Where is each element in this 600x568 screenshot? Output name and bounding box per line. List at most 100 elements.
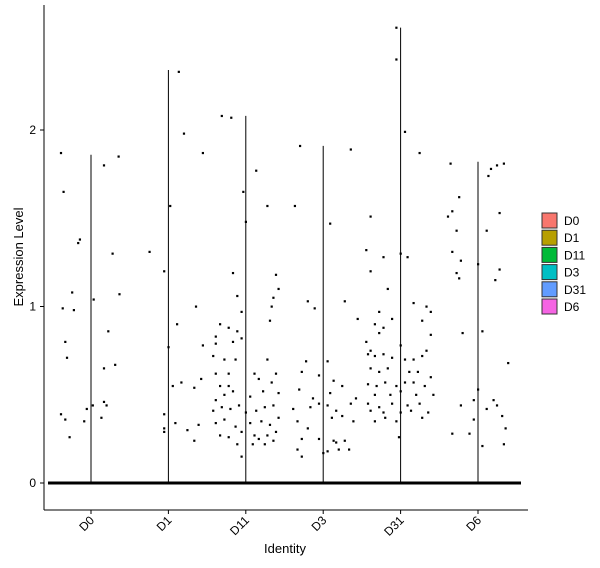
violin-D31 xyxy=(357,26,444,485)
point-D3-13 xyxy=(341,384,344,388)
point-D3-1 xyxy=(349,148,352,151)
point-D1-7 xyxy=(176,323,179,326)
point-D11-52 xyxy=(268,423,272,426)
point-D11-46 xyxy=(272,404,275,407)
point-D31-50 xyxy=(366,402,370,405)
point-D11-36 xyxy=(249,395,252,398)
zero-band-D6 xyxy=(435,481,521,485)
point-D31-29 xyxy=(403,358,407,361)
point-D11-11 xyxy=(272,296,275,299)
point-D6-18 xyxy=(461,331,464,335)
point-D0-20 xyxy=(85,407,88,411)
point-D11-48 xyxy=(223,418,226,421)
point-D1-13 xyxy=(200,377,203,381)
point-D11-22 xyxy=(223,358,226,361)
point-D11-49 xyxy=(234,425,237,428)
point-D1-0 xyxy=(177,70,180,73)
point-D11-63 xyxy=(240,455,243,458)
point-D3-27 xyxy=(341,414,344,418)
point-D0-11 xyxy=(72,309,75,312)
point-D11-16 xyxy=(227,326,230,329)
point-D1-14 xyxy=(163,413,166,416)
point-D3-34 xyxy=(332,439,335,442)
point-D31-30 xyxy=(412,358,415,361)
point-D3-30 xyxy=(317,437,321,441)
point-D31-1 xyxy=(395,58,398,61)
legend-label-D6: D6 xyxy=(564,300,580,314)
point-D1-4 xyxy=(148,250,151,253)
point-D31-9 xyxy=(369,270,372,273)
point-D3-23 xyxy=(317,402,321,405)
zero-band-D0 xyxy=(48,481,134,485)
point-D1-5 xyxy=(163,270,166,273)
point-D6-14 xyxy=(455,271,458,275)
point-D3-2 xyxy=(293,204,297,208)
point-D0-0 xyxy=(59,151,63,155)
point-D31-25 xyxy=(366,353,370,356)
point-D31-56 xyxy=(382,411,385,414)
point-D3-36 xyxy=(300,455,303,458)
point-D6-26 xyxy=(459,404,462,407)
violin-D1 xyxy=(125,69,212,485)
point-D31-5 xyxy=(365,249,368,252)
point-D31-28 xyxy=(391,356,394,359)
point-D11-31 xyxy=(257,377,260,381)
point-D1-3 xyxy=(169,204,172,208)
point-D6-16 xyxy=(458,277,461,280)
point-D11-43 xyxy=(244,411,247,414)
point-D31-31 xyxy=(421,354,424,358)
point-D11-17 xyxy=(236,330,239,333)
point-D3-35 xyxy=(343,439,346,442)
point-D0-22 xyxy=(91,404,94,407)
point-D31-44 xyxy=(423,384,426,388)
point-D0-1 xyxy=(62,190,65,193)
point-D0-16 xyxy=(102,367,106,370)
point-D31-41 xyxy=(395,384,398,388)
point-D31-10 xyxy=(386,287,389,291)
point-D31-64 xyxy=(397,436,401,439)
point-D6-27 xyxy=(485,407,488,411)
point-D3-29 xyxy=(300,437,303,441)
point-D11-3 xyxy=(242,190,245,193)
point-D6-6 xyxy=(446,215,450,218)
point-D31-39 xyxy=(375,384,378,388)
point-D6-7 xyxy=(451,210,454,213)
point-D11-39 xyxy=(212,409,215,412)
point-D0-3 xyxy=(117,155,120,158)
point-D11-30 xyxy=(227,384,230,388)
y-ticks: 0 1 2 xyxy=(29,123,44,490)
point-D11-53 xyxy=(277,416,280,419)
point-D11-55 xyxy=(227,436,230,439)
point-D31-14 xyxy=(378,310,381,313)
point-D6-15 xyxy=(498,268,501,271)
axes xyxy=(43,5,528,511)
point-D6-2 xyxy=(502,162,505,165)
point-D11-57 xyxy=(253,434,256,437)
point-D31-54 xyxy=(418,402,421,405)
point-D31-40 xyxy=(384,381,387,384)
legend-label-D1: D1 xyxy=(564,231,580,245)
point-D1-19 xyxy=(193,439,196,442)
violin-D0 xyxy=(48,151,134,485)
point-D6-4 xyxy=(487,174,490,178)
point-D0-9 xyxy=(92,298,95,301)
legend-swatch-D6 xyxy=(541,298,558,315)
point-D11-18 xyxy=(214,342,217,345)
point-D1-9 xyxy=(167,346,170,349)
point-D11-61 xyxy=(251,443,254,446)
point-D3-37 xyxy=(322,451,325,455)
point-D3-12 xyxy=(317,374,321,377)
point-D11-45 xyxy=(263,406,266,409)
x-tick-label-D1: D1 xyxy=(154,513,175,534)
legend-label-D11: D11 xyxy=(564,248,585,262)
point-D31-46 xyxy=(389,393,392,396)
point-D11-58 xyxy=(266,434,269,437)
point-D31-4 xyxy=(369,215,372,218)
point-D3-6 xyxy=(313,307,316,310)
point-D3-21 xyxy=(349,402,352,405)
point-D31-37 xyxy=(429,376,432,379)
point-D0-18 xyxy=(64,418,67,421)
y-tick-label-2: 2 xyxy=(29,123,36,137)
point-D3-33 xyxy=(326,450,329,453)
